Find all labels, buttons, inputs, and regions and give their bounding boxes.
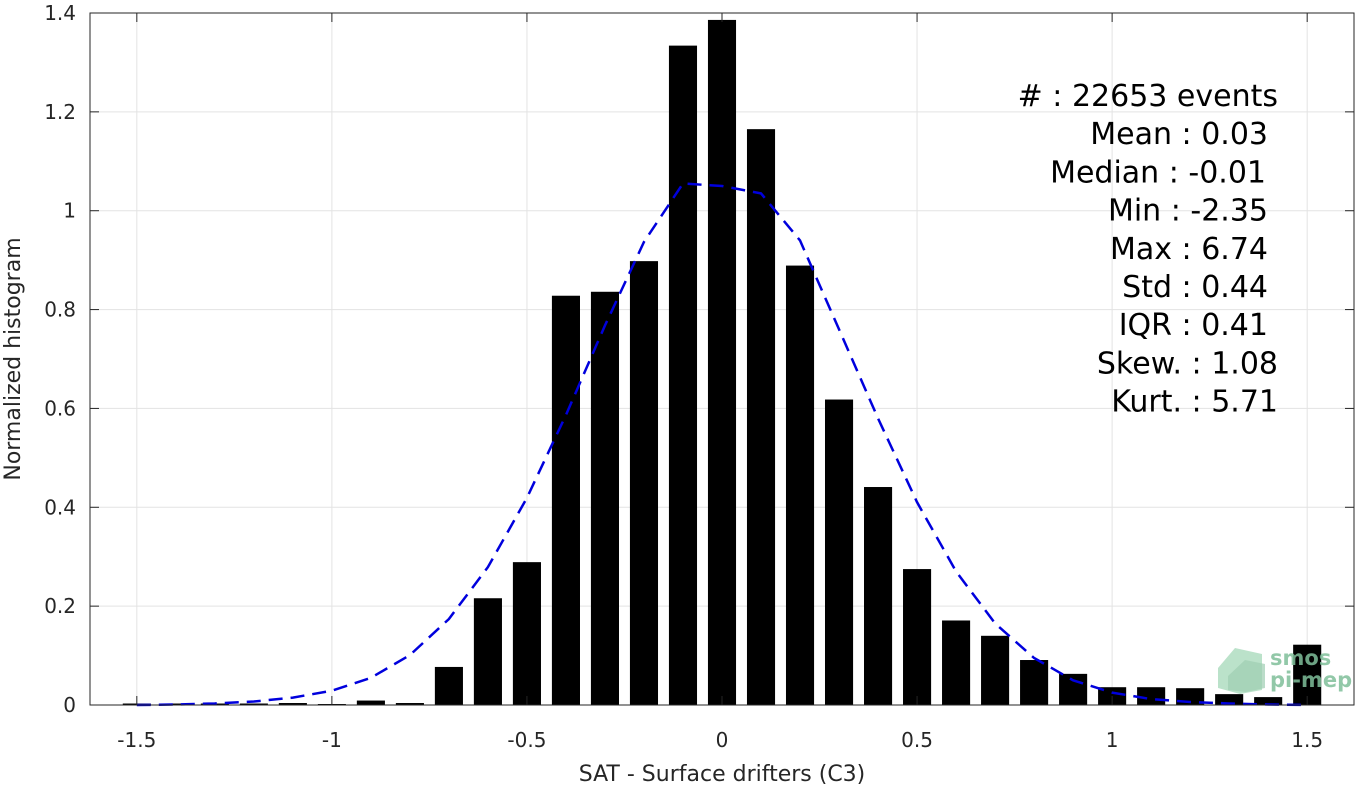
histogram-bar	[746, 129, 776, 705]
x-tick-label: 0	[716, 728, 729, 752]
x-tick-label: 1	[1106, 728, 1119, 752]
axis-ticks	[90, 12, 1354, 706]
y-axis-label: Normalized histogram	[1, 237, 26, 480]
histogram-bar	[278, 703, 307, 705]
histogram-bar	[590, 291, 620, 705]
histogram-bar	[473, 598, 502, 705]
x-tick-label: -1	[322, 728, 342, 752]
histogram-bar	[1254, 697, 1283, 705]
x-tick-label: 0.5	[901, 728, 933, 752]
stat-line: Skew. : 1.08	[1097, 346, 1278, 381]
stat-line: Kurt. : 5.71	[1111, 385, 1278, 420]
stat-line: Min : -2.35	[1108, 194, 1268, 229]
histogram-bar	[864, 487, 893, 705]
y-tick-label: 0.2	[44, 594, 76, 618]
x-tick-labels: -1.5 -1 -0.5 0 0.5 1 1.5	[117, 728, 1323, 752]
fit-curve-layer	[136, 182, 1308, 707]
histogram-bar	[629, 261, 659, 705]
histogram-bar	[707, 19, 737, 706]
histogram-bar	[1215, 694, 1244, 705]
x-axis-label: SAT - Surface drifters (C3)	[579, 762, 866, 785]
x-tick-label: -1.5	[117, 728, 156, 752]
logo-mark-icon	[1218, 648, 1265, 694]
stat-line: Std : 0.44	[1122, 270, 1268, 305]
logo-text-pimep: pi-mep	[1270, 668, 1352, 692]
logo-text-smos: smos	[1270, 646, 1331, 670]
y-tick-label: 0.6	[44, 396, 76, 420]
y-tick-labels: 0 0.2 0.4 0.6 0.8 1 1.2 1.4	[44, 1, 76, 717]
histogram-bar	[942, 620, 971, 705]
x-tick-label: -0.5	[507, 728, 546, 752]
histogram-bar	[395, 703, 424, 705]
stat-line: Mean : 0.03	[1090, 117, 1268, 152]
histogram-bar	[1020, 660, 1049, 705]
histogram-bar	[1137, 687, 1166, 705]
histogram-bar	[1059, 673, 1088, 705]
y-tick-label: 1.4	[44, 1, 76, 25]
histogram-bar	[551, 295, 580, 705]
stat-line: # : 22653 events	[1018, 79, 1278, 114]
gaussian-fit-curve	[136, 182, 1308, 707]
histogram-bar	[903, 569, 932, 705]
histogram-bar	[239, 703, 268, 705]
histogram-bar	[824, 399, 854, 705]
histogram-bar	[434, 666, 463, 705]
histogram-bar	[668, 45, 698, 705]
histogram-bar	[981, 635, 1010, 705]
stat-line: IQR : 0.41	[1119, 308, 1268, 343]
smos-pimep-logo: smos pi-mep	[1218, 646, 1352, 694]
histogram-bar	[785, 265, 815, 705]
histogram-bar	[1293, 644, 1322, 705]
y-tick-label: 0	[63, 693, 76, 717]
y-tick-label: 1.2	[44, 100, 76, 124]
histogram-bar	[356, 700, 385, 705]
stat-line: Max : 6.74	[1110, 232, 1268, 267]
y-tick-label: 0.8	[44, 298, 76, 322]
y-tick-label: 1	[63, 199, 76, 223]
histogram-bar	[512, 562, 541, 705]
histogram-bars	[122, 19, 1322, 706]
stat-line: Median : -0.01	[1050, 155, 1266, 190]
x-tick-label: 1.5	[1291, 728, 1323, 752]
histogram-bar	[161, 703, 190, 705]
y-tick-label: 0.4	[44, 495, 76, 519]
